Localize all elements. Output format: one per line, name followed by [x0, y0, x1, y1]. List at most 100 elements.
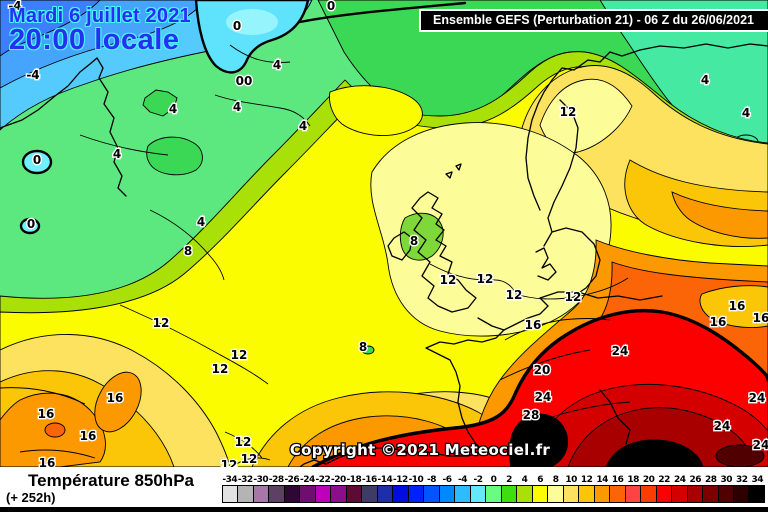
contour-value-label: 4	[299, 119, 307, 133]
scale-tick-label: -32	[237, 475, 253, 485]
scale-color-cell	[594, 486, 611, 502]
scale-color-cell	[579, 486, 595, 502]
scale-tick-label: -20	[330, 475, 346, 485]
coast-ireland	[387, 231, 413, 261]
scale-tick-label: 8	[552, 475, 559, 485]
se-black-patch	[605, 439, 704, 467]
model-info-box: Ensemble GEFS (Perturbation 21) - 06 Z d…	[419, 9, 768, 32]
contour-value-label: 12	[565, 290, 582, 304]
scale-color-cell	[455, 486, 471, 502]
contour-12-biscay	[224, 431, 263, 459]
coast-adriatic	[599, 389, 631, 445]
contour-value-label: 4	[233, 100, 241, 114]
contour-value-label: -4	[26, 68, 39, 82]
cyan-blob-1	[21, 149, 53, 175]
scale-color-cell	[749, 486, 764, 502]
scale-tick-label: -14	[377, 475, 393, 485]
coast-denmark	[535, 247, 557, 281]
scale-tick-label: -10	[408, 475, 424, 485]
contour-value-label: 0	[327, 0, 335, 13]
contour-value-label: 4	[113, 147, 121, 161]
contour-value-label: 4	[169, 102, 177, 116]
contour-value-label: 24	[535, 390, 552, 404]
contour-value-label: 12	[221, 458, 238, 467]
scale-color-cell	[625, 486, 642, 502]
contour-12-england	[429, 263, 629, 300]
scale-color-cell	[362, 486, 378, 502]
contour-16-sw	[0, 387, 86, 405]
scale-tick-label: 18	[627, 475, 639, 485]
scale-tick-label: 12	[580, 475, 593, 485]
contour-value-label: 24	[612, 344, 629, 358]
scale-color-cell	[331, 486, 347, 502]
scale-color-cell	[408, 486, 425, 502]
contour-value-label: 12	[440, 273, 457, 287]
contour-20-bold	[311, 308, 768, 467]
contour-value-label: 12	[241, 452, 258, 466]
contour-value-label: 4	[701, 73, 709, 87]
scale-tick-label: 10	[565, 475, 577, 485]
color-scale: -34 -32 -30 -28 -26 -24 -22 -20 -18 -16 -14 -12 -10-…	[222, 467, 765, 503]
se-maroon-patch	[715, 444, 765, 467]
scale-tick-label: 14	[596, 475, 608, 485]
contour-12-atlantic	[119, 304, 269, 385]
scale-tick-label: -28	[268, 475, 284, 485]
cyan-tongue	[194, 0, 310, 74]
warm-zones	[0, 51, 768, 467]
coast-baltic	[551, 227, 601, 297]
scale-color-cell	[315, 486, 332, 502]
scale-tick-label: -22	[315, 475, 331, 485]
scale-tick-label: -34	[222, 475, 238, 485]
scale-tick-label: -30	[253, 475, 269, 485]
contour-4-west	[79, 134, 169, 156]
cyan-light-core	[226, 9, 278, 35]
scale-tick-label: 20	[642, 475, 655, 485]
contour-4-mid	[214, 94, 311, 127]
scale-tick-label: 2	[506, 475, 512, 485]
coast-sweden	[543, 99, 579, 247]
contour-value-label: 12	[506, 288, 523, 302]
date-overlay: Mardi 6 juillet 2021 20:00 locale	[9, 6, 191, 56]
scale-color-cell	[718, 486, 734, 502]
scale-color-cell	[610, 486, 626, 502]
time-text: 20:00 locale	[9, 24, 180, 57]
scale-tick-label: -18	[346, 475, 362, 485]
contour-value-label: 12	[231, 348, 248, 362]
color-scale-bar	[222, 485, 765, 503]
coastlines	[0, 43, 768, 467]
coast-france	[425, 317, 505, 453]
atlantic-orange-blob-2	[94, 371, 142, 433]
bottom-border-bar	[0, 507, 768, 512]
scale-tick-label: 30	[720, 475, 733, 485]
contour-value-label: 4	[197, 215, 205, 229]
scale-color-cell	[377, 486, 394, 502]
contour-value-label: 24	[714, 419, 731, 433]
scale-tick-label: 0	[490, 475, 497, 485]
scale-tick-label: 22	[658, 475, 670, 485]
contour-value-label: 16	[80, 429, 97, 443]
scale-tick-label: 6	[537, 475, 543, 485]
atlantic-deep-orange-dot	[44, 422, 66, 438]
contour-16-sw2	[19, 449, 96, 459]
scale-color-cell	[439, 486, 456, 502]
contour-value-label: 20	[534, 363, 551, 377]
copyright-text: Copyright ©2021 Meteociel.fr	[290, 441, 551, 459]
scale-tick-label: -8	[426, 475, 436, 485]
coast-germany	[503, 291, 663, 331]
contour-value-label: 4	[742, 106, 750, 120]
scale-color-cell	[393, 486, 409, 502]
scale-color-cell	[238, 486, 254, 502]
contour-value-label: 16	[753, 311, 768, 325]
scale-color-cell	[563, 486, 580, 502]
scale-tick-label: -26	[284, 475, 300, 485]
coast-greenland	[0, 57, 127, 197]
scale-color-cell	[517, 486, 533, 502]
baltic-orange	[671, 191, 768, 239]
scale-tick-label: 34	[751, 475, 764, 485]
scale-tick-label: 4	[521, 475, 528, 485]
contour-value-label: 12	[235, 435, 252, 449]
scale-color-cell	[486, 486, 502, 502]
